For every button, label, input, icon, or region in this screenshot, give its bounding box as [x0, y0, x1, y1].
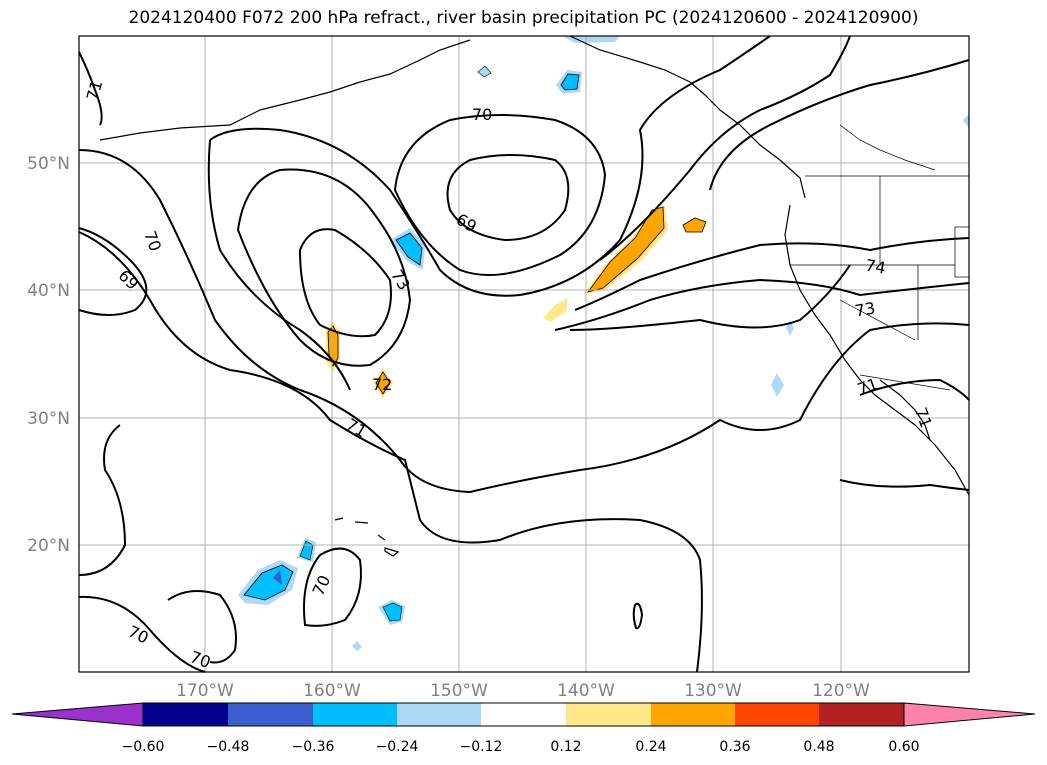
precip-negative-light	[562, 36, 620, 43]
contour-small	[632, 602, 644, 630]
lon-labels: 170°W 160°W 150°W 140°W 130°W 120°W	[176, 681, 870, 701]
precip-negative-patch	[243, 564, 294, 601]
contour-69-west	[78, 227, 148, 316]
contour-jet-3	[709, 59, 970, 191]
contour-label: 73	[853, 298, 876, 320]
contour-label: 71	[83, 78, 107, 103]
map-frame	[78, 35, 970, 673]
precip-negative-light	[963, 114, 969, 128]
contour-69	[393, 114, 607, 276]
colorbar-extend-max	[903, 702, 1036, 727]
colorbar-tick: −0.60	[122, 739, 165, 755]
precip-positive-light	[543, 298, 568, 322]
contour-73	[236, 168, 412, 367]
colorbar-bin	[397, 703, 481, 726]
colorbar	[11, 702, 1036, 727]
lat-label: 30°N	[27, 409, 70, 429]
contour-71-nw	[78, 51, 103, 126]
contour-73-east	[554, 278, 970, 331]
contour-71-sw	[78, 424, 127, 576]
colorbar-bin	[143, 703, 228, 726]
colorbar-outline	[142, 702, 905, 727]
precip-negative-light	[771, 373, 784, 397]
colorbar-bin	[481, 703, 566, 726]
state-border	[839, 124, 936, 171]
baja-coast	[879, 379, 931, 441]
colorbar-bin	[566, 703, 651, 726]
precip-positive-patch	[587, 206, 665, 293]
colorbar-extend-min	[11, 702, 144, 727]
map-area	[79, 36, 969, 672]
lon-label: 120°W	[812, 681, 870, 701]
contour-71-east	[859, 378, 970, 401]
contour-jet-1	[599, 35, 851, 261]
colorbar-tick: 0.12	[550, 739, 581, 755]
lon-label: 150°W	[430, 681, 488, 701]
contour-se	[839, 479, 970, 491]
colorbar-tick: 0.36	[719, 739, 750, 755]
hawaii-islands	[334, 517, 400, 557]
colorbar-tick: −0.12	[460, 739, 503, 755]
gridlines	[79, 36, 969, 672]
precip-negative-patch	[477, 65, 492, 78]
lon-label: 170°W	[176, 681, 234, 701]
precip-positive-patch	[682, 217, 707, 233]
contour-70-hawaii	[303, 547, 362, 627]
contour-74	[574, 237, 970, 311]
colorbar-bin	[228, 703, 313, 726]
state-borders	[790, 176, 955, 391]
canada-coast	[569, 35, 806, 199]
precip-negative-patch	[560, 73, 580, 91]
coastlines	[99, 35, 970, 557]
lat-label: 20°N	[27, 536, 70, 556]
contour-70-south	[78, 231, 703, 673]
colorbar-ticks: −0.60 −0.48 −0.36 −0.24 −0.12 0.12 0.24 …	[122, 739, 920, 755]
precip-negative-patch	[395, 232, 423, 266]
contour-68	[446, 154, 570, 242]
contour-71-main	[78, 149, 970, 494]
precip-shading	[238, 36, 969, 651]
contour-70-west	[207, 139, 351, 391]
map-title: 2024120400 F072 200 hPa refract., river …	[128, 8, 919, 28]
alaska-coast	[99, 39, 471, 141]
lat-label: 50°N	[27, 154, 70, 174]
contour-jet-2	[569, 264, 851, 331]
colorbar-tick: 0.60	[888, 739, 919, 755]
colorbar-bin	[651, 703, 735, 726]
lon-label: 160°W	[303, 681, 361, 701]
colorbar-tick: 0.48	[803, 739, 834, 755]
refractivity-contours	[78, 35, 970, 673]
colorbar-bin	[735, 703, 819, 726]
contour-label: 72	[372, 375, 392, 394]
lon-label: 130°W	[684, 681, 742, 701]
colorbar-tick: −0.48	[207, 739, 250, 755]
lat-labels: 50°N 40°N 30°N 20°N	[27, 154, 70, 556]
precip-negative-strong	[273, 570, 282, 585]
lon-label: 140°W	[557, 681, 615, 701]
contour-label: 74	[864, 255, 887, 277]
colorbar-tick: −0.36	[292, 739, 335, 755]
contour-70-island	[167, 590, 237, 664]
contour-label: 70	[472, 105, 492, 124]
contour-72-low	[298, 228, 392, 338]
colorbar-tick: 0.24	[635, 739, 666, 755]
colorbar-bin	[819, 703, 904, 726]
colorbar-tick: −0.24	[376, 739, 419, 755]
precip-negative-light	[352, 641, 362, 651]
contour-70-north	[209, 35, 771, 297]
contour-70-sw	[78, 595, 206, 673]
precip-positive-patch	[375, 371, 391, 395]
us-mexico-coast	[784, 204, 970, 496]
colorbar-bin	[313, 703, 397, 726]
precip-negative-patch	[382, 602, 403, 622]
lat-label: 40°N	[27, 281, 70, 301]
